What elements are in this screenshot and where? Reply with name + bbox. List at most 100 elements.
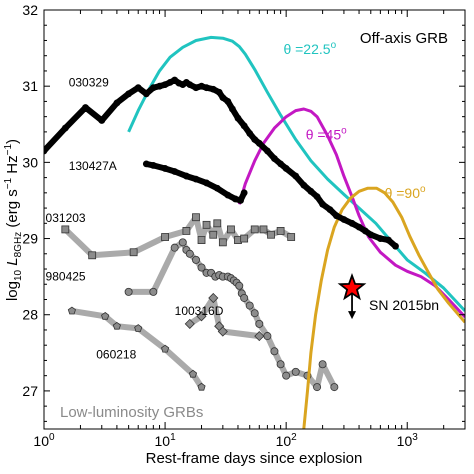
data-point-030329 bbox=[224, 98, 232, 105]
data-point-980425 bbox=[170, 243, 179, 252]
x-tick-label: 101 bbox=[155, 432, 177, 449]
data-point-100316D bbox=[196, 311, 207, 322]
data-point-980425 bbox=[330, 383, 339, 392]
data-point-060218 bbox=[67, 306, 76, 315]
annotations: SN 2015bn 030329 130427A 031203 980425 100316… bbox=[46, 40, 440, 361]
grb-label-100316D: 100316D bbox=[175, 304, 224, 318]
data-point-030329 bbox=[246, 130, 254, 137]
data-point-030329 bbox=[313, 193, 321, 201]
data-point-980425 bbox=[235, 281, 244, 290]
data-point-130427A bbox=[182, 172, 190, 180]
data-point-031203 bbox=[129, 248, 138, 257]
data-point-030329 bbox=[319, 200, 327, 208]
data-point-130427A bbox=[161, 165, 169, 172]
data-point-031203 bbox=[267, 230, 275, 239]
y-label-L-sub: 8GHz bbox=[13, 232, 24, 258]
data-point-031203 bbox=[259, 225, 268, 234]
x-tick-label: 103 bbox=[397, 432, 419, 449]
y-axis-label: log10 L8GHz (erg s−1 Hz−1) bbox=[3, 139, 24, 301]
data-point-030329 bbox=[186, 81, 194, 89]
model-curve-theta-45 bbox=[237, 107, 465, 319]
data-point-100316D bbox=[254, 331, 265, 342]
data-point-130427A bbox=[240, 189, 248, 197]
data-point-030329 bbox=[44, 147, 48, 155]
data-point-980425 bbox=[240, 293, 249, 302]
data-point-031203 bbox=[240, 234, 249, 243]
x-tick-label: 100 bbox=[33, 432, 55, 449]
data-point-030329 bbox=[332, 212, 340, 220]
y-tick-label: 28 bbox=[22, 307, 38, 323]
data-point-030329 bbox=[271, 155, 278, 162]
grb-label-980425: 980425 bbox=[46, 270, 86, 284]
data-point-980425 bbox=[276, 360, 285, 369]
data-point-030329 bbox=[277, 160, 285, 168]
data-point-980425 bbox=[185, 249, 194, 258]
data-point-031203 bbox=[209, 230, 218, 239]
data-point-031203 bbox=[227, 225, 235, 234]
upper-limit-arrowhead bbox=[348, 311, 357, 320]
data-point-030329 bbox=[203, 84, 210, 92]
data-point-030329 bbox=[149, 84, 157, 92]
data-point-980425 bbox=[291, 367, 300, 376]
data-point-130427A bbox=[231, 195, 239, 203]
data-point-030329 bbox=[219, 94, 227, 102]
data-point-030329 bbox=[348, 219, 356, 227]
data-point-031203 bbox=[182, 227, 191, 235]
grb-label-130427A: 130427A bbox=[69, 159, 117, 173]
data-point-980425 bbox=[270, 347, 279, 356]
data-point-980425 bbox=[318, 360, 327, 369]
data-point-060218 bbox=[134, 324, 143, 332]
data-point-030329 bbox=[234, 114, 242, 122]
y-label-hz-exp: −1 bbox=[3, 144, 14, 156]
grb-label-031203: 031203 bbox=[46, 211, 86, 225]
data-point-060218 bbox=[197, 382, 206, 391]
data-point-030329 bbox=[125, 90, 133, 98]
data-point-980425 bbox=[149, 287, 158, 296]
data-point-100316D bbox=[217, 326, 228, 337]
data-point-030329 bbox=[300, 181, 308, 189]
theta-label-90: θ =90o bbox=[385, 184, 426, 201]
data-point-030329 bbox=[361, 227, 369, 235]
data-point-030329 bbox=[215, 88, 223, 96]
y-label-log-sub: 10 bbox=[13, 269, 24, 281]
data-point-030329 bbox=[376, 235, 384, 242]
data-point-030329 bbox=[82, 104, 89, 111]
data-point-130427A bbox=[142, 160, 150, 168]
data-point-031203 bbox=[202, 220, 211, 229]
data-point-980425 bbox=[191, 255, 200, 264]
data-point-130427A bbox=[224, 191, 232, 199]
plot-frame bbox=[43, 9, 466, 430]
data-point-030329 bbox=[340, 216, 348, 223]
data-point-030329 bbox=[307, 187, 315, 195]
plot-marks bbox=[44, 35, 465, 429]
y-tick-label: 27 bbox=[22, 383, 38, 399]
data-point-030329 bbox=[98, 117, 106, 124]
data-point-031203 bbox=[287, 233, 296, 241]
grb-label-060218: 060218 bbox=[96, 347, 136, 361]
data-point-980425 bbox=[245, 301, 254, 310]
data-point-980425 bbox=[255, 319, 264, 328]
data-point-031203 bbox=[197, 236, 206, 244]
data-point-030329 bbox=[355, 223, 363, 231]
offaxis-title: Off-axis GRB bbox=[360, 30, 448, 47]
data-point-130427A bbox=[149, 162, 157, 169]
theta-label-22-5: θ =22.5o bbox=[283, 40, 336, 57]
data-point-030329 bbox=[134, 84, 142, 92]
data-point-030329 bbox=[282, 165, 290, 172]
y-label-units: (erg s bbox=[4, 189, 21, 227]
data-point-031203 bbox=[161, 233, 169, 241]
data-point-030329 bbox=[192, 84, 200, 92]
data-point-030329 bbox=[142, 90, 150, 98]
data-point-980425 bbox=[178, 238, 187, 247]
data-point-030329 bbox=[292, 172, 300, 180]
data-point-130427A bbox=[171, 168, 179, 175]
data-point-980425 bbox=[250, 309, 259, 318]
data-point-031203 bbox=[276, 227, 285, 235]
data-point-060218 bbox=[101, 312, 110, 320]
x-axis-label: Rest-frame days since explosion bbox=[146, 450, 363, 467]
y-tick-label: 32 bbox=[22, 2, 38, 18]
data-point-980425 bbox=[313, 383, 322, 392]
y-label-log: log bbox=[4, 281, 21, 301]
lowlum-label: Low-luminosity GRBs bbox=[60, 404, 203, 421]
